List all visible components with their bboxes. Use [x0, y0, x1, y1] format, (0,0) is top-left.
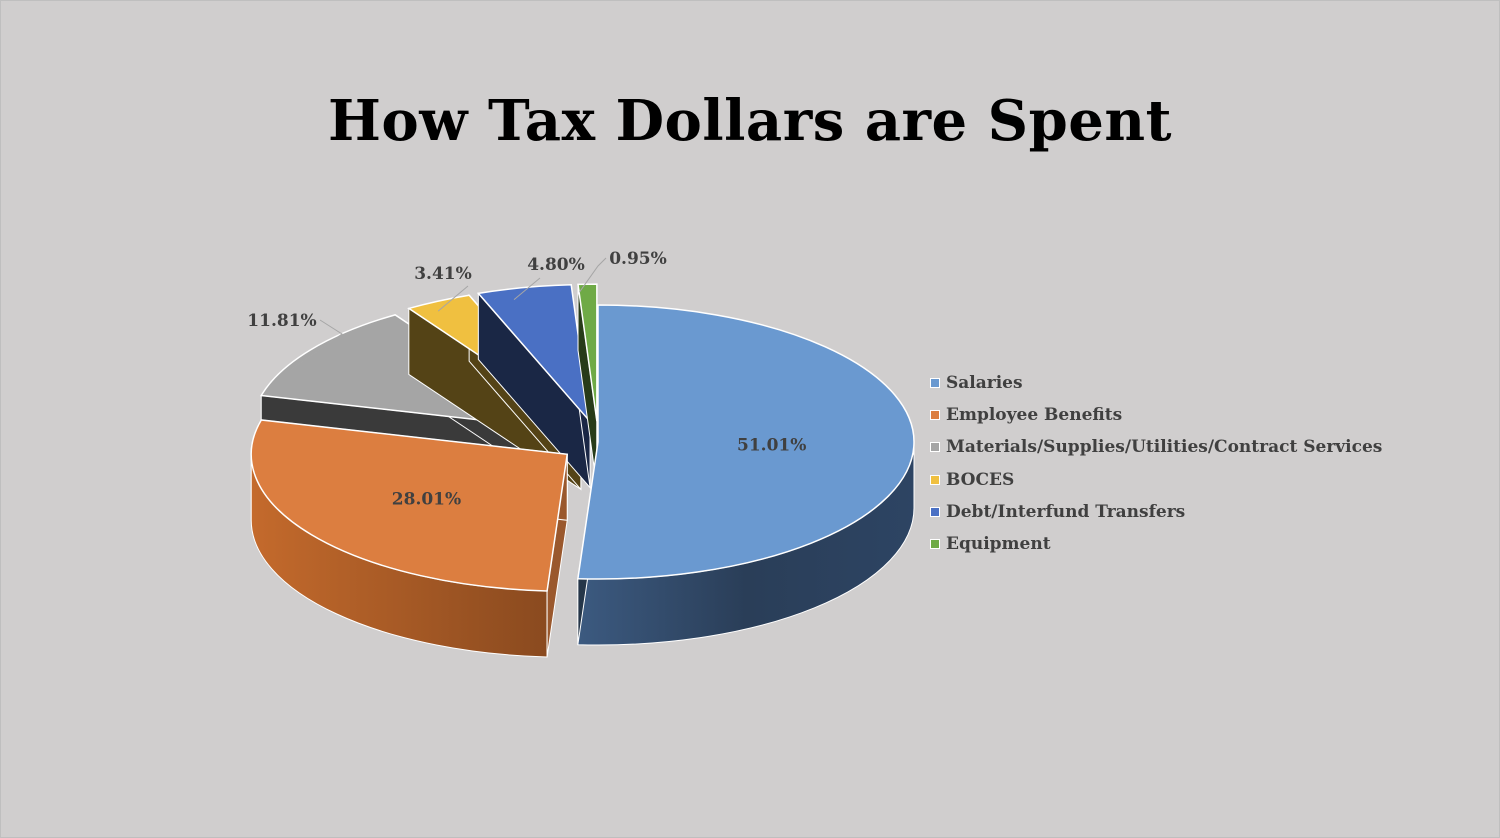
- data-label: 51.01%: [737, 435, 806, 455]
- legend-item: Salaries: [930, 367, 1382, 399]
- legend-swatch: [930, 378, 940, 389]
- legend-swatch: [930, 474, 940, 485]
- pie-slice-debt: [476, 284, 592, 489]
- data-label: 28.01%: [392, 489, 461, 509]
- pie-slice-salaries: [576, 304, 915, 646]
- data-label: 11.81%: [247, 311, 316, 331]
- pie-slice-employee-benefits: [250, 419, 569, 658]
- legend-label: Salaries: [946, 373, 1023, 394]
- data-label: 3.41%: [414, 264, 472, 284]
- legend-label: Equipment: [946, 534, 1051, 555]
- legend-label: Debt/Interfund Transfers: [946, 501, 1186, 522]
- leader-line: [513, 277, 541, 300]
- leader-line: [579, 257, 607, 293]
- legend-item: Debt/Interfund Transfers: [930, 496, 1382, 528]
- legend-swatch: [930, 442, 940, 453]
- legend-label: Materials/Supplies/Utilities/Contract Se…: [946, 437, 1383, 458]
- leader-line: [290, 319, 343, 371]
- legend-label: BOCES: [946, 469, 1015, 490]
- legend-item: BOCES: [930, 464, 1382, 496]
- data-label: 0.95%: [609, 249, 667, 269]
- legend-item: Employee Benefits: [930, 399, 1382, 431]
- legend-swatch: [930, 506, 940, 517]
- legend-swatch: [930, 410, 940, 421]
- legend-swatch: [930, 539, 940, 550]
- chart-title: How Tax Dollars are Spent: [328, 88, 1172, 154]
- legend-item: Equipment: [930, 528, 1382, 560]
- legend-label: Employee Benefits: [946, 405, 1123, 426]
- data-label: 4.80%: [527, 255, 585, 275]
- chart-legend: Salaries Employee Benefits Materials/Suppl…: [930, 367, 1382, 560]
- leader-line: [437, 285, 469, 312]
- legend-item: Materials/Supplies/Utilities/Contract Se…: [930, 431, 1382, 463]
